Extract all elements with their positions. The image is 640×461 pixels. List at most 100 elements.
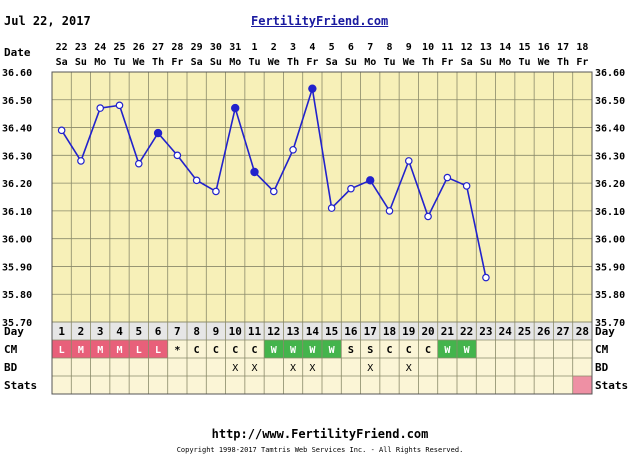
bd-mark: X: [367, 363, 373, 374]
cm-value: *: [174, 345, 180, 356]
date-weekday: We: [538, 57, 550, 68]
site-link[interactable]: FertilityFriend.com: [251, 14, 389, 28]
date-weekday: Sa: [461, 57, 473, 68]
cm-cell-fill: [302, 340, 322, 358]
temperature-point: [462, 182, 471, 190]
day-number: 14: [306, 325, 320, 338]
date-weekday: Su: [345, 57, 357, 68]
temperature-point: [443, 173, 452, 182]
cm-cell-fill: [322, 340, 342, 358]
temperature-point: [192, 176, 201, 185]
date-weekday: Su: [480, 57, 492, 68]
day-number: 26: [537, 325, 551, 338]
day-number: 9: [213, 325, 220, 338]
temperature-point: [289, 145, 297, 154]
cm-value: C: [406, 345, 412, 356]
cm-value: M: [116, 345, 122, 356]
y-tick-label-left: 35.70: [2, 318, 32, 329]
cm-cell-fill: [71, 340, 91, 358]
stats-cell-fill: [572, 376, 592, 394]
date-number: 28: [171, 42, 183, 53]
date-weekday: Fr: [576, 57, 588, 68]
day-number: 16: [344, 325, 358, 338]
date-weekday: Mo: [364, 57, 376, 68]
cm-value: S: [367, 345, 373, 356]
day-number: 23: [479, 325, 492, 338]
date-number: 17: [557, 42, 569, 53]
date-number: 7: [367, 42, 373, 53]
temperature-point: [327, 204, 336, 212]
date-number: 12: [461, 42, 473, 53]
cm-value: W: [271, 345, 278, 356]
date-number: 4: [309, 42, 315, 53]
day-number: 22: [460, 325, 473, 338]
day-number: 17: [364, 325, 377, 338]
day-number: 3: [97, 325, 104, 338]
y-tick-label-left: 36.50: [2, 96, 32, 107]
cm-value: W: [464, 345, 471, 356]
cm-cell-fill: [283, 340, 303, 358]
footer-url[interactable]: http://www.FertilityFriend.com: [211, 427, 429, 441]
day-number: 12: [267, 325, 280, 338]
date-weekday: Tu: [113, 57, 125, 68]
date-number: 27: [152, 42, 164, 53]
date-weekday: Fr: [306, 57, 318, 68]
day-number: 25: [518, 325, 531, 338]
date-weekday: Mo: [94, 57, 106, 68]
cm-row-label-right: CM: [595, 343, 609, 356]
date-number: 8: [386, 42, 392, 53]
temperature-point: [482, 273, 490, 282]
date-number: 3: [290, 42, 296, 53]
cm-value: C: [194, 345, 200, 356]
cm-cell-fill: [457, 340, 477, 358]
day-number: 6: [155, 325, 162, 338]
temperature-point: [250, 167, 259, 177]
date-number: 10: [422, 42, 434, 53]
temperature-point: [366, 176, 375, 185]
cm-cell-fill: [264, 340, 284, 358]
y-tick-label-left: 36.20: [2, 179, 32, 190]
day-number: 8: [193, 325, 200, 338]
temperature-point: [269, 187, 278, 196]
stats-row-label-right: Stats: [595, 379, 628, 392]
temperature-point: [134, 159, 143, 168]
temperature-point: [347, 184, 355, 193]
y-tick-label-right: 36.40: [595, 124, 625, 135]
y-tick-label-left: 35.80: [2, 290, 32, 301]
cm-value: M: [97, 345, 103, 356]
y-tick-label-left: 36.00: [2, 235, 32, 246]
day-number: 18: [383, 325, 396, 338]
bd-row-label-right: BD: [595, 361, 609, 374]
cm-value: C: [213, 345, 219, 356]
temperature-point: [77, 157, 85, 165]
cm-value: L: [59, 345, 65, 356]
date-weekday: We: [268, 57, 280, 68]
day-number: 24: [499, 325, 513, 338]
bd-mark: X: [309, 363, 315, 374]
y-tick-label-right: 36.20: [595, 179, 625, 190]
day-number: 28: [576, 325, 589, 338]
temperature-point: [424, 212, 432, 221]
bd-mark: X: [406, 363, 412, 374]
date-weekday: Th: [557, 57, 569, 68]
date-weekday: Fr: [441, 57, 453, 68]
day-number: 21: [441, 325, 455, 338]
date-number: 13: [480, 42, 492, 53]
date-weekday: Su: [75, 57, 87, 68]
date-weekday: We: [133, 57, 145, 68]
temperature-point: [308, 84, 317, 93]
date-weekday: Mo: [499, 57, 511, 68]
y-tick-label-right: 35.90: [595, 262, 625, 273]
bd-row-label-left: BD: [4, 361, 18, 374]
day-number: 10: [229, 325, 242, 338]
date-number: 29: [191, 42, 203, 53]
day-number: 13: [286, 325, 299, 338]
date-number: 5: [329, 42, 335, 53]
date-number: 1: [251, 42, 257, 53]
temperature-point: [153, 128, 163, 138]
date-weekday: Fr: [171, 57, 183, 68]
date-weekday: Th: [287, 57, 299, 68]
date-number: 9: [406, 42, 412, 53]
date-number: 14: [499, 42, 511, 53]
